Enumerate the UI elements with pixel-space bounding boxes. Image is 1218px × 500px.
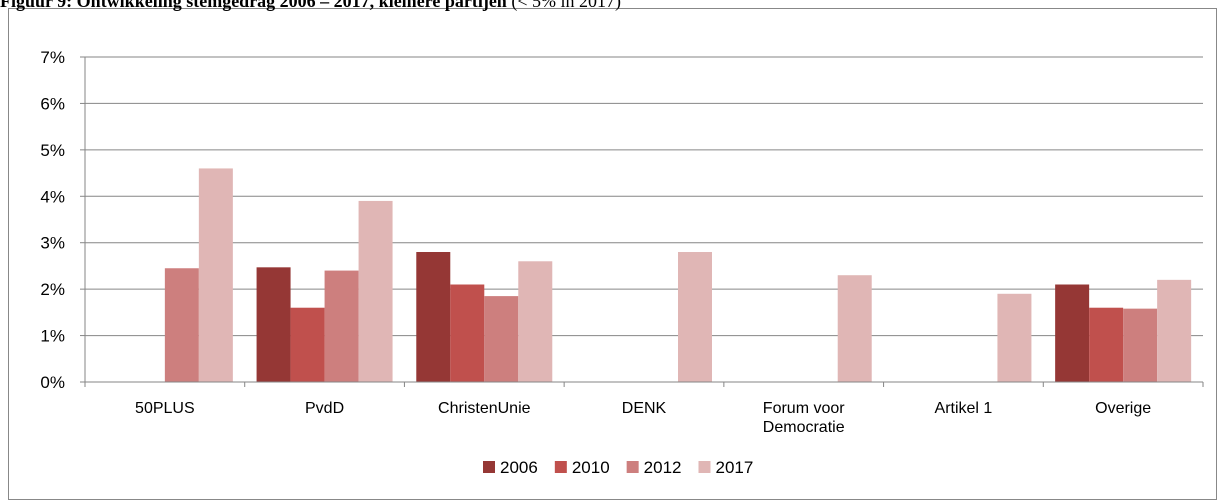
bar bbox=[518, 261, 553, 382]
x-tick-label: DENK bbox=[621, 400, 667, 417]
bar bbox=[290, 307, 325, 382]
chart-title: Figuur 9: Ontwikkeling stemgedrag 2006 –… bbox=[0, 0, 507, 11]
chart-subtitle: (< 5% in 2017) bbox=[511, 0, 621, 11]
y-tick-label: 4% bbox=[40, 187, 65, 206]
bar bbox=[416, 252, 451, 382]
bar bbox=[198, 168, 233, 382]
bar bbox=[837, 275, 872, 382]
x-tick-label: 50PLUS bbox=[135, 400, 195, 417]
legend-label: 2006 bbox=[500, 458, 538, 477]
x-tick-label: Artikel 1 bbox=[934, 400, 993, 417]
chart-frame bbox=[8, 8, 1217, 500]
legend-swatch bbox=[626, 461, 639, 473]
bar bbox=[1055, 284, 1090, 382]
legend-swatch bbox=[698, 461, 711, 473]
bar bbox=[358, 200, 393, 382]
bar bbox=[450, 284, 485, 382]
y-tick-label: 6% bbox=[40, 94, 65, 113]
title-block: Figuur 9: Ontwikkeling stemgedrag 2006 –… bbox=[0, 0, 621, 12]
y-tick-label: 5% bbox=[40, 141, 65, 160]
legend-swatch bbox=[554, 461, 567, 473]
y-tick-label: 3% bbox=[40, 234, 65, 253]
x-tick-label: PvdD bbox=[305, 400, 345, 417]
x-tick-label: Overige bbox=[1095, 400, 1152, 417]
bar bbox=[484, 296, 519, 382]
x-tick-label: Forum voor Democratie bbox=[762, 400, 845, 436]
bar bbox=[324, 270, 359, 382]
legend-label: 2017 bbox=[715, 458, 753, 477]
legend-label: 2012 bbox=[644, 458, 682, 477]
y-tick-label: 2% bbox=[40, 280, 65, 299]
y-tick-label: 1% bbox=[40, 327, 65, 346]
legend-label: 2010 bbox=[572, 458, 610, 477]
bar bbox=[1157, 279, 1192, 382]
bar bbox=[1089, 307, 1124, 382]
bar bbox=[164, 268, 199, 382]
legend-swatch bbox=[483, 461, 495, 473]
bar bbox=[256, 267, 291, 382]
bar bbox=[997, 293, 1032, 382]
y-tick-label: 0% bbox=[40, 373, 65, 392]
bar bbox=[1123, 308, 1158, 382]
bar bbox=[678, 252, 712, 382]
x-tick-label: ChristenUnie bbox=[438, 400, 531, 417]
y-tick-label: 7% bbox=[40, 48, 65, 67]
